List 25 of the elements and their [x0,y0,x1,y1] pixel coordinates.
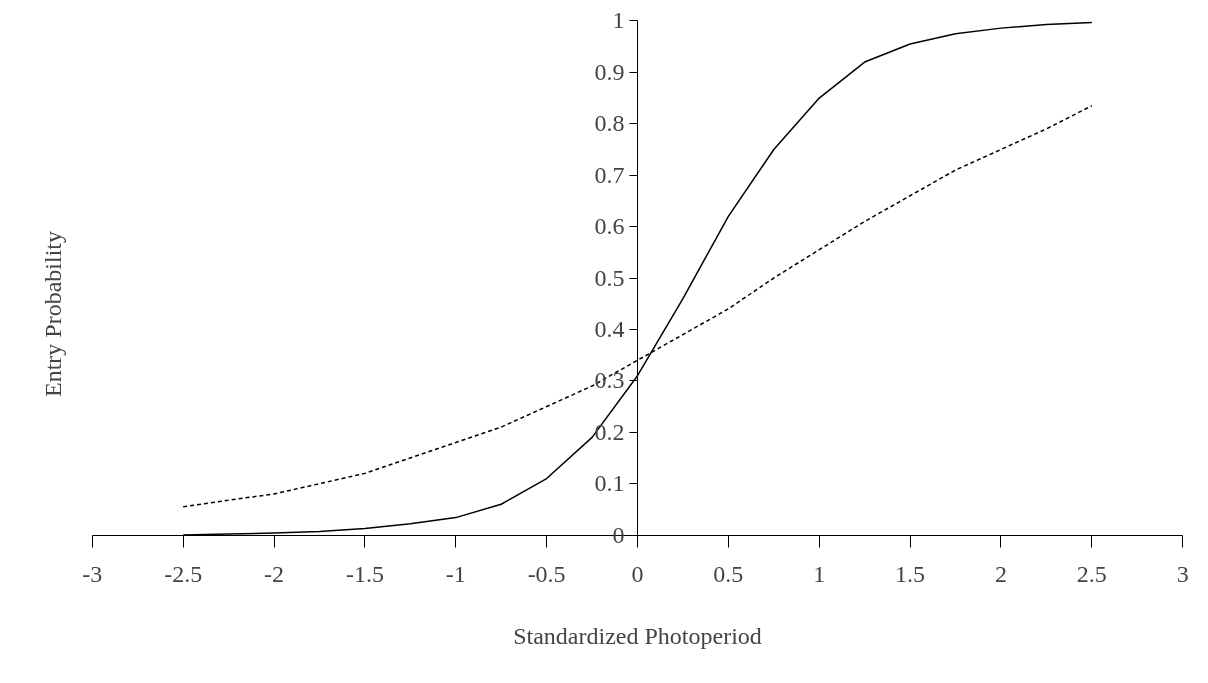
x-tick-label: -0.5 [527,561,566,588]
y-tick-label: 0.6 [594,213,625,240]
x-tick-label: -1.5 [345,561,384,588]
x-tick-label: 3 [1176,561,1189,588]
y-tick-label: 0.2 [594,418,625,445]
x-tick-label: -2.5 [164,561,203,588]
y-tick-label: 0.9 [594,58,625,85]
y-tick-label: 0.5 [594,264,625,291]
x-tick-label: 0.5 [713,561,744,588]
x-tick-label: -3 [82,561,103,588]
y-tick-label: 0.7 [594,161,625,188]
y-axis-title: Entry Probability [39,231,66,397]
x-tick-label: 2.5 [1076,561,1107,588]
x-tick-label: 1 [813,561,826,588]
y-tick-label: 0.3 [594,367,625,394]
x-tick-label: -1 [445,561,466,588]
x-tick-label: 0 [631,561,644,588]
y-tick-label: 0.8 [594,110,625,137]
x-tick-label: -2 [264,561,285,588]
x-axis-title: Standardized Photoperiod [513,622,762,649]
y-tick-label: 1 [612,7,625,34]
y-tick-label: 0.1 [594,470,625,497]
x-tick-label: 1.5 [895,561,926,588]
x-tick-label: 2 [994,561,1007,588]
y-tick-label: 0.4 [594,315,625,342]
